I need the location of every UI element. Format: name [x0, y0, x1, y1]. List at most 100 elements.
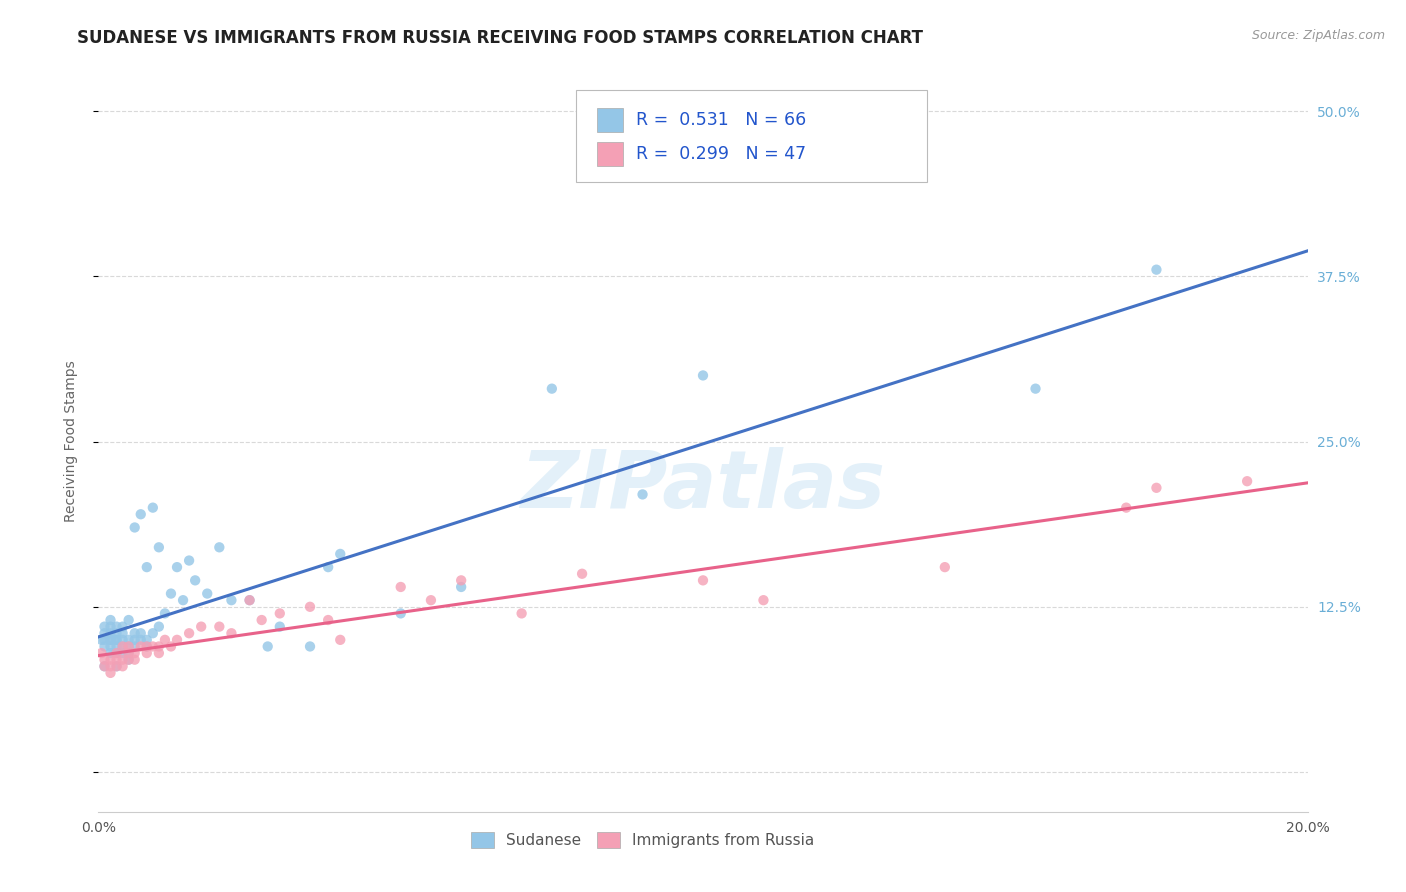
Point — [142, 640, 165, 654]
Point — [129, 640, 152, 654]
Point — [631, 487, 654, 501]
Point — [166, 632, 188, 647]
Point — [208, 541, 231, 555]
Point — [90, 632, 112, 647]
Point — [118, 653, 141, 667]
Point — [221, 593, 243, 607]
FancyBboxPatch shape — [576, 90, 927, 183]
Point — [299, 640, 322, 654]
Point — [329, 632, 352, 647]
Point — [111, 646, 134, 660]
Point — [1144, 262, 1167, 277]
Point — [269, 607, 291, 621]
Point — [250, 613, 273, 627]
Point — [166, 560, 188, 574]
Point — [1144, 481, 1167, 495]
Point — [148, 640, 170, 654]
Point — [124, 626, 146, 640]
Text: Source: ZipAtlas.com: Source: ZipAtlas.com — [1251, 29, 1385, 42]
Point — [100, 632, 122, 647]
Point — [172, 593, 194, 607]
Point — [239, 593, 262, 607]
Point — [316, 560, 339, 574]
Point — [118, 640, 141, 654]
Point — [124, 520, 146, 534]
Point — [111, 640, 134, 654]
Point — [100, 659, 122, 673]
Point — [124, 646, 146, 660]
Point — [1115, 500, 1137, 515]
Point — [389, 580, 412, 594]
Point — [124, 640, 146, 654]
Bar — [596, 109, 623, 132]
Point — [184, 574, 207, 588]
Point — [93, 640, 115, 654]
Point — [93, 659, 115, 673]
Point — [93, 653, 115, 667]
Point — [179, 553, 201, 567]
Point — [124, 653, 146, 667]
Point — [1024, 382, 1046, 396]
Point — [195, 586, 218, 600]
Point — [135, 560, 157, 574]
Point — [329, 547, 352, 561]
Point — [118, 632, 141, 647]
Point — [221, 626, 243, 640]
Point — [208, 620, 231, 634]
Point — [540, 382, 562, 396]
Point — [135, 640, 157, 654]
Point — [1236, 474, 1258, 488]
Point — [111, 653, 134, 667]
Bar — [596, 143, 623, 166]
Point — [100, 665, 122, 680]
Point — [111, 632, 134, 647]
Point — [100, 626, 122, 640]
Point — [692, 368, 714, 383]
Point — [142, 626, 165, 640]
Point — [148, 646, 170, 660]
Point — [571, 566, 593, 581]
Point — [420, 593, 443, 607]
Point — [299, 599, 322, 614]
Point — [118, 613, 141, 627]
Point — [190, 620, 212, 634]
Text: R =  0.531   N = 66: R = 0.531 N = 66 — [637, 112, 807, 129]
Point — [148, 541, 170, 555]
Point — [100, 632, 122, 647]
Point — [239, 593, 262, 607]
Legend: Sudanese, Immigrants from Russia: Sudanese, Immigrants from Russia — [464, 824, 821, 856]
Point — [450, 580, 472, 594]
Point — [93, 626, 115, 640]
Point — [692, 574, 714, 588]
Point — [160, 586, 183, 600]
Point — [269, 620, 291, 634]
Text: ZIPatlas: ZIPatlas — [520, 447, 886, 525]
Point — [135, 632, 157, 647]
Point — [118, 653, 141, 667]
Point — [124, 632, 146, 647]
Point — [100, 653, 122, 667]
Point — [105, 646, 128, 660]
Point — [90, 646, 112, 660]
Point — [105, 659, 128, 673]
Point — [389, 607, 412, 621]
Point — [135, 640, 157, 654]
Point — [316, 613, 339, 627]
Point — [129, 508, 152, 522]
Point — [129, 632, 152, 647]
Point — [93, 632, 115, 647]
Point — [142, 500, 165, 515]
Point — [179, 626, 201, 640]
Point — [934, 560, 956, 574]
Point — [105, 620, 128, 634]
Point — [93, 620, 115, 634]
Point — [100, 613, 122, 627]
Point — [118, 646, 141, 660]
Point — [105, 640, 128, 654]
Point — [752, 593, 775, 607]
Point — [105, 659, 128, 673]
Point — [105, 653, 128, 667]
Point — [105, 626, 128, 640]
Point — [450, 574, 472, 588]
Point — [148, 620, 170, 634]
